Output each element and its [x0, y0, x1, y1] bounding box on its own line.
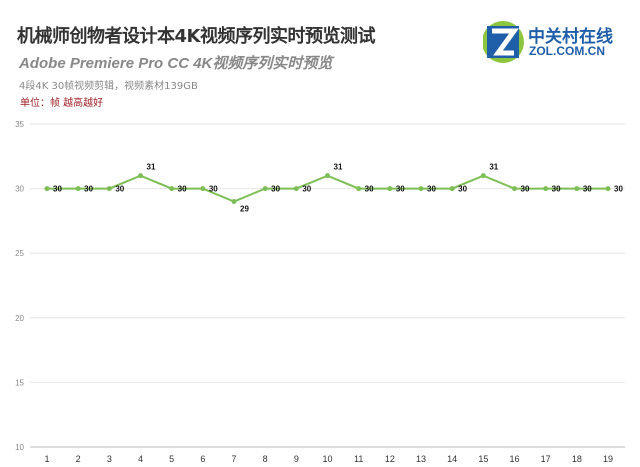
data-point — [44, 186, 50, 192]
data-point — [449, 186, 455, 192]
data-label: 30 — [365, 185, 374, 194]
data-point — [200, 186, 206, 192]
data-point — [387, 186, 393, 192]
x-tick-label: 5 — [169, 454, 174, 464]
unit-label: 单位：帧 越高越好 — [20, 98, 104, 109]
logo-text-en: ZOL.COM.CN — [529, 44, 605, 58]
x-tick-label: 11 — [354, 454, 363, 464]
data-point — [605, 186, 611, 192]
data-point — [325, 173, 330, 179]
x-tick-label: 17 — [541, 454, 551, 464]
data-point — [480, 173, 486, 179]
y-tick-label: 20 — [15, 314, 24, 323]
x-tick-label: 7 — [231, 454, 236, 464]
data-label: 30 — [427, 185, 436, 194]
data-label: 30 — [178, 185, 187, 194]
x-tick-label: 13 — [416, 454, 426, 464]
data-label: 30 — [271, 185, 280, 194]
x-tick-label: 15 — [478, 454, 488, 464]
data-point — [75, 186, 81, 192]
data-point — [169, 186, 175, 192]
x-tick-label: 1 — [44, 454, 49, 464]
y-tick-label: 35 — [15, 120, 24, 129]
data-point — [262, 186, 268, 192]
data-point — [356, 186, 362, 192]
x-tick-label: 9 — [294, 454, 299, 464]
x-tick-label: 8 — [263, 454, 268, 464]
data-point — [231, 199, 237, 205]
x-tick-label: 16 — [509, 454, 519, 464]
data-label: 30 — [614, 185, 623, 194]
x-tick-label: 14 — [447, 454, 457, 464]
x-tick-label: 18 — [572, 454, 582, 464]
chart-subtitle: Adobe Premiere Pro CC 4K视频序列实时预览 — [19, 55, 333, 72]
y-tick-label: 10 — [15, 443, 24, 452]
data-label: 31 — [147, 163, 156, 172]
x-tick-label: 12 — [385, 454, 395, 464]
x-tick-label: 3 — [107, 454, 112, 464]
data-label: 30 — [396, 185, 405, 194]
data-point — [512, 186, 517, 192]
data-label: 30 — [209, 185, 218, 194]
y-tick-label: 30 — [15, 185, 24, 194]
data-label: 30 — [458, 185, 467, 194]
y-tick-label: 15 — [15, 378, 24, 387]
data-label: 29 — [240, 205, 249, 214]
data-label: 30 — [521, 185, 530, 194]
x-tick-label: 2 — [76, 454, 81, 464]
data-point — [574, 186, 580, 192]
data-label: 30 — [84, 185, 93, 194]
data-label: 30 — [302, 185, 311, 194]
data-label: 30 — [115, 185, 124, 194]
chart-note: 4段4K 30帧视频剪辑，视频素材139GB — [19, 81, 198, 92]
data-label: 30 — [552, 185, 561, 194]
chart-title: 机械师创物者设计本4K视频序列实时预览测试 — [17, 26, 375, 47]
y-tick-label: 25 — [15, 249, 24, 258]
data-label: 31 — [334, 163, 343, 172]
data-point — [543, 186, 549, 192]
logo-text-cn: 中关村在线 — [528, 27, 613, 47]
x-tick-label: 4 — [138, 454, 143, 464]
x-tick-label: 10 — [322, 454, 332, 464]
data-label: 31 — [489, 163, 498, 172]
data-point — [106, 186, 112, 192]
zol-logo-icon — [483, 21, 524, 63]
x-tick-label: 19 — [603, 454, 613, 464]
data-point — [138, 173, 143, 179]
data-label: 30 — [583, 185, 592, 194]
data-point — [293, 186, 299, 192]
data-label: 30 — [53, 185, 62, 194]
data-point — [418, 186, 424, 192]
x-tick-label: 6 — [200, 454, 205, 464]
